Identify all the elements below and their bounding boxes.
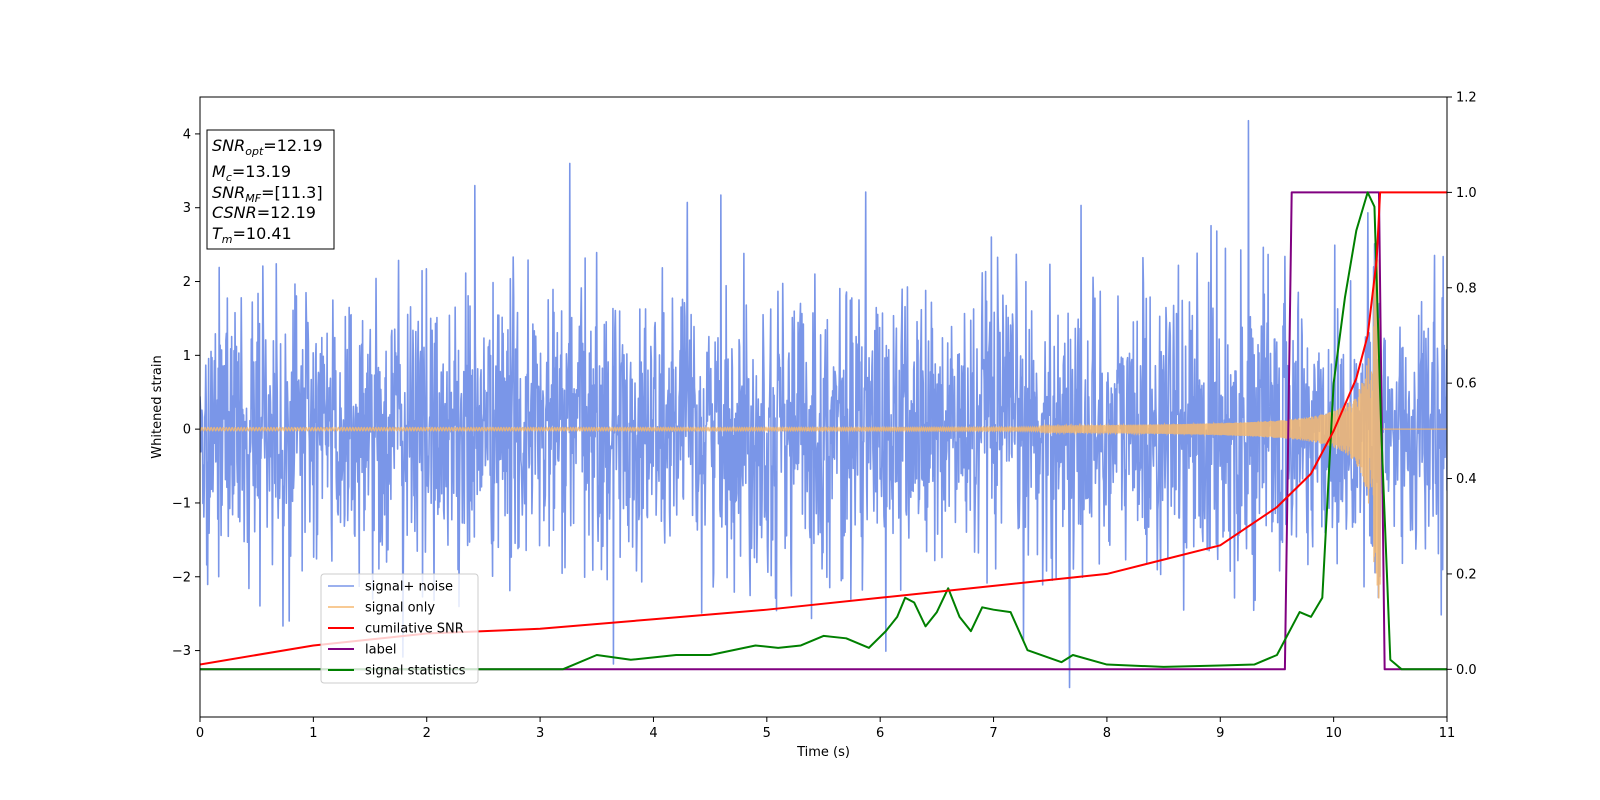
legend-label: cumilative SNR	[365, 622, 464, 637]
annotation-line: Mc=13.19	[212, 162, 291, 184]
x-tick-label: 0	[196, 726, 204, 741]
y-left-tick-label: 0	[183, 423, 191, 438]
annotation-frame	[206, 129, 335, 250]
legend-entry: signal+ noise	[328, 580, 453, 595]
x-tick-label: 6	[876, 726, 884, 741]
legend-label: signal statistics	[365, 664, 466, 679]
legend-label: signal+ noise	[365, 580, 453, 595]
x-axis-label: Time (s)	[796, 745, 850, 760]
x-tick-label: 11	[1439, 726, 1456, 741]
y-right-tick-label: 0.0	[1456, 663, 1477, 678]
annotation-line: SNRopt=12.19	[212, 136, 323, 158]
legend-entry: cumilative SNR	[328, 622, 464, 637]
legend-label: label	[365, 643, 396, 658]
y-left-tick-label: −2	[172, 570, 191, 585]
legend-entry: label	[328, 643, 396, 658]
series-label-line	[200, 191, 1447, 671]
series-signal-only-line	[200, 259, 1447, 599]
y-right-tick-label: 0.8	[1456, 281, 1477, 296]
series-group	[200, 119, 1447, 689]
x-tick-label: 9	[1216, 726, 1224, 741]
annotation-line: CSNR=12.19	[212, 203, 316, 222]
x-tick-label: 8	[1103, 726, 1111, 741]
y-axis-label: Whitened strain	[150, 355, 165, 458]
y-left-tick-label: −3	[172, 644, 191, 659]
x-tick-label: 10	[1325, 726, 1342, 741]
y-left-tick-label: 2	[183, 275, 191, 290]
y-left-tick-label: −1	[172, 496, 191, 511]
y-right-tick-label: 1.0	[1456, 186, 1477, 201]
annotation-box: SNRopt=12.19 Mc=13.19SNRMF=[11.3]CSNR=12.…	[206, 129, 335, 250]
x-tick-label: 5	[763, 726, 771, 741]
plot-area	[200, 119, 1447, 689]
series-signal-noise-line	[200, 119, 1447, 689]
y-right-tick-label: 1.2	[1456, 91, 1477, 106]
axes: 0 1 2 3 4 5 6 7 8 9 10 11 −3 −2 −1 0 1 2 3 4 0.0 0.2 0.4 0.6 0.8…	[150, 91, 1477, 761]
y-left-tick-label: 3	[183, 201, 191, 216]
legend-entry: signal only	[328, 601, 435, 616]
legend-label: signal only	[365, 601, 435, 616]
annotation-line: SNRMF=[11.3]	[212, 183, 323, 205]
y-left-tick-label: 1	[183, 349, 191, 364]
x-tick-label: 7	[989, 726, 997, 741]
y-right-tick-label: 0.6	[1456, 377, 1477, 392]
series-signal-statistics-line	[200, 191, 1447, 671]
x-tick-label: 4	[649, 726, 657, 741]
x-tick-label: 3	[536, 726, 544, 741]
plot-frame	[199, 96, 1448, 718]
y-right-tick-label: 0.2	[1456, 567, 1477, 582]
legend: signal+ noise signal only cumilative SNR la…	[320, 573, 479, 684]
y-left-tick-label: 4	[183, 127, 191, 142]
annotation-line: Tm=10.41	[212, 224, 292, 246]
x-tick-label: 2	[423, 726, 431, 741]
series-cumulative-snr-line	[200, 191, 1447, 666]
x-tick-label: 1	[309, 726, 317, 741]
y-right-tick-label: 0.4	[1456, 472, 1477, 487]
legend-frame	[320, 573, 479, 684]
legend-entry: signal statistics	[328, 664, 466, 679]
